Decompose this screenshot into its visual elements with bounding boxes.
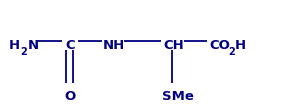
Text: CH: CH	[164, 38, 184, 51]
Text: C: C	[65, 38, 75, 51]
Text: CO: CO	[209, 38, 230, 51]
Text: 2: 2	[21, 47, 27, 56]
Text: SMe: SMe	[162, 89, 194, 102]
Text: 2: 2	[228, 47, 235, 56]
Text: N: N	[27, 38, 38, 51]
Text: H: H	[9, 38, 20, 51]
Text: H: H	[235, 38, 246, 51]
Text: O: O	[64, 89, 75, 102]
Text: NH: NH	[103, 38, 125, 51]
